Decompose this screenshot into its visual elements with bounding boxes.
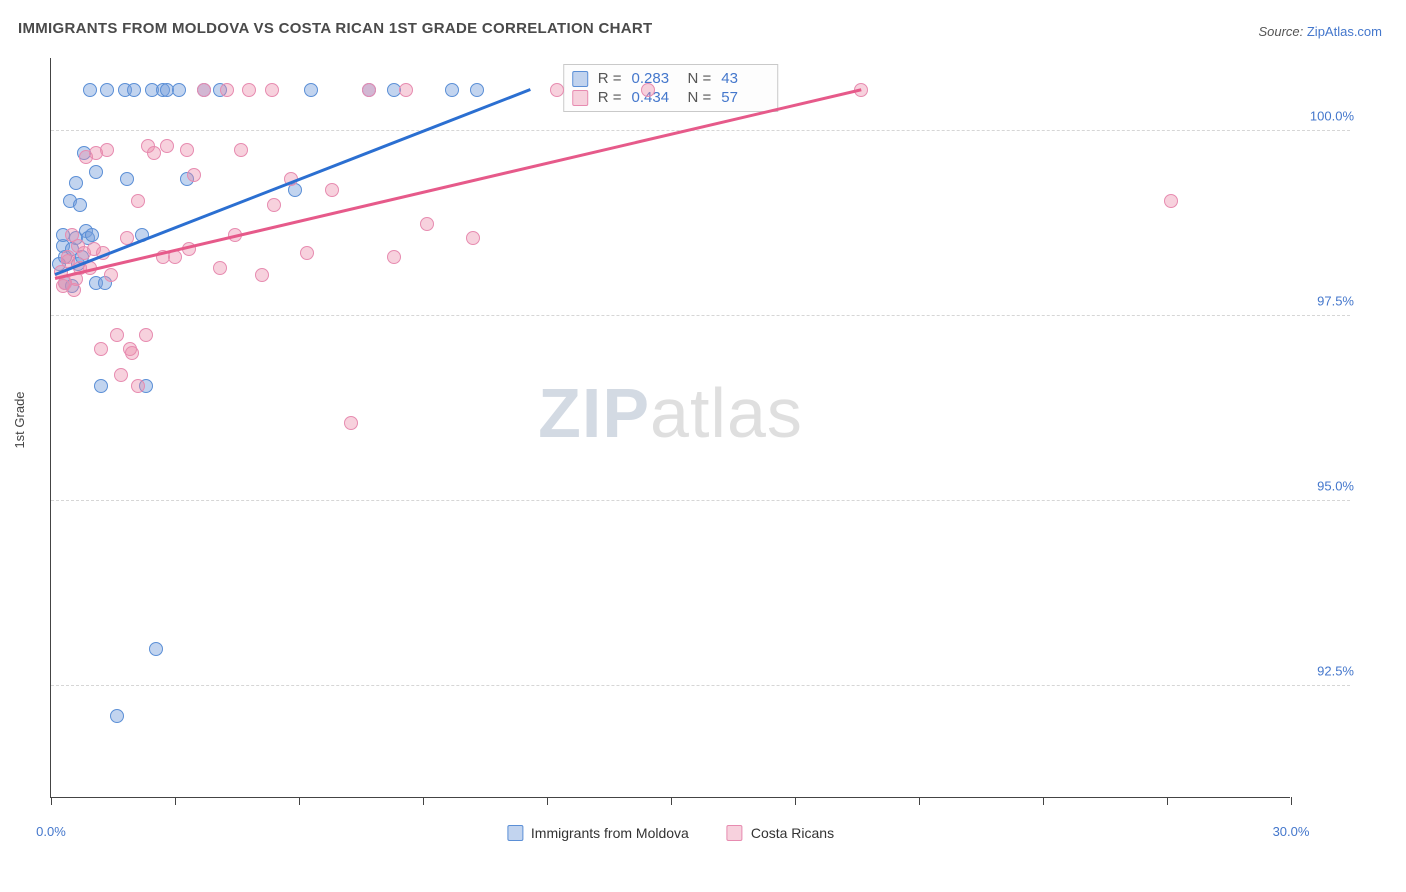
scatter-point-moldova — [85, 228, 99, 242]
scatter-point-costarican — [420, 217, 434, 231]
gridline — [51, 500, 1350, 501]
stat-r-value: 0.283 — [632, 70, 678, 87]
scatter-point-costarican — [387, 250, 401, 264]
scatter-point-costarican — [466, 231, 480, 245]
scatter-point-costarican — [265, 83, 279, 97]
x-tick-label: 30.0% — [1273, 824, 1310, 839]
scatter-point-costarican — [213, 261, 227, 275]
x-tick-label: 0.0% — [36, 824, 66, 839]
legend-swatch — [572, 90, 588, 106]
gridline — [51, 130, 1350, 131]
legend-swatch — [507, 825, 523, 841]
x-tick — [1167, 797, 1168, 805]
scatter-point-moldova — [89, 165, 103, 179]
scatter-point-costarican — [344, 416, 358, 430]
scatter-point-costarican — [110, 328, 124, 342]
scatter-point-moldova — [73, 198, 87, 212]
bottom-legend: Immigrants from Moldova Costa Ricans — [507, 825, 834, 841]
x-tick — [423, 797, 424, 805]
stats-legend-box: R =0.283N =43R =0.434N =57 — [563, 64, 779, 112]
x-tick — [1291, 797, 1292, 805]
legend-swatch — [727, 825, 743, 841]
x-tick — [547, 797, 548, 805]
plot-area: ZIPatlas R =0.283N =43R =0.434N =57 Immi… — [50, 58, 1290, 798]
x-tick — [175, 797, 176, 805]
x-tick — [671, 797, 672, 805]
scatter-point-costarican — [1164, 194, 1178, 208]
scatter-point-costarican — [104, 268, 118, 282]
scatter-point-moldova — [110, 709, 124, 723]
scatter-point-costarican — [114, 368, 128, 382]
watermark: ZIPatlas — [538, 373, 803, 453]
x-tick — [299, 797, 300, 805]
scatter-point-moldova — [100, 83, 114, 97]
scatter-point-moldova — [94, 379, 108, 393]
scatter-point-costarican — [197, 83, 211, 97]
x-tick — [1043, 797, 1044, 805]
stat-r-label: R = — [598, 89, 622, 106]
scatter-point-moldova — [172, 83, 186, 97]
scatter-point-moldova — [149, 642, 163, 656]
scatter-point-costarican — [125, 346, 139, 360]
source-label: Source: — [1258, 24, 1306, 39]
scatter-point-costarican — [180, 143, 194, 157]
scatter-point-costarican — [131, 194, 145, 208]
scatter-point-moldova — [83, 83, 97, 97]
scatter-point-moldova — [304, 83, 318, 97]
y-tick-label: 92.5% — [1298, 664, 1354, 679]
legend-label: Immigrants from Moldova — [531, 825, 689, 841]
scatter-point-costarican — [550, 83, 564, 97]
watermark-zip: ZIP — [538, 374, 650, 452]
scatter-point-moldova — [120, 172, 134, 186]
scatter-point-costarican — [94, 342, 108, 356]
watermark-atlas: atlas — [650, 374, 803, 452]
stat-n-label: N = — [688, 89, 712, 106]
scatter-point-costarican — [220, 83, 234, 97]
y-tick-label: 97.5% — [1298, 294, 1354, 309]
scatter-point-costarican — [187, 168, 201, 182]
legend-item: Costa Ricans — [727, 825, 834, 841]
source-attribution: Source: ZipAtlas.com — [1258, 24, 1382, 39]
scatter-point-costarican — [100, 143, 114, 157]
x-tick — [919, 797, 920, 805]
scatter-point-costarican — [255, 268, 269, 282]
stat-n-value: 57 — [721, 89, 767, 106]
scatter-point-costarican — [300, 246, 314, 260]
scatter-point-costarican — [325, 183, 339, 197]
x-tick — [795, 797, 796, 805]
scatter-point-costarican — [234, 143, 248, 157]
source-value: ZipAtlas.com — [1307, 24, 1382, 39]
scatter-point-costarican — [160, 139, 174, 153]
y-tick-label: 95.0% — [1298, 479, 1354, 494]
stats-row: R =0.434N =57 — [572, 88, 768, 107]
stat-n-value: 43 — [721, 70, 767, 87]
stat-n-label: N = — [688, 70, 712, 87]
x-tick — [51, 797, 52, 805]
scatter-point-moldova — [127, 83, 141, 97]
stat-r-label: R = — [598, 70, 622, 87]
scatter-point-moldova — [445, 83, 459, 97]
gridline — [51, 315, 1350, 316]
y-axis-label: 1st Grade — [12, 391, 27, 448]
scatter-point-costarican — [399, 83, 413, 97]
scatter-point-costarican — [267, 198, 281, 212]
scatter-point-costarican — [362, 83, 376, 97]
stats-row: R = 0.283 N = 43 — [572, 69, 768, 88]
chart-title: IMMIGRANTS FROM MOLDOVA VS COSTA RICAN 1… — [18, 20, 653, 37]
scatter-point-costarican — [641, 83, 655, 97]
gridline — [51, 685, 1350, 686]
scatter-point-costarican — [131, 379, 145, 393]
scatter-point-costarican — [139, 328, 153, 342]
scatter-point-moldova — [470, 83, 484, 97]
legend-label: Costa Ricans — [751, 825, 834, 841]
legend-item: Immigrants from Moldova — [507, 825, 689, 841]
scatter-point-moldova — [69, 176, 83, 190]
scatter-point-costarican — [242, 83, 256, 97]
legend-swatch — [572, 71, 588, 87]
y-tick-label: 100.0% — [1298, 109, 1354, 124]
